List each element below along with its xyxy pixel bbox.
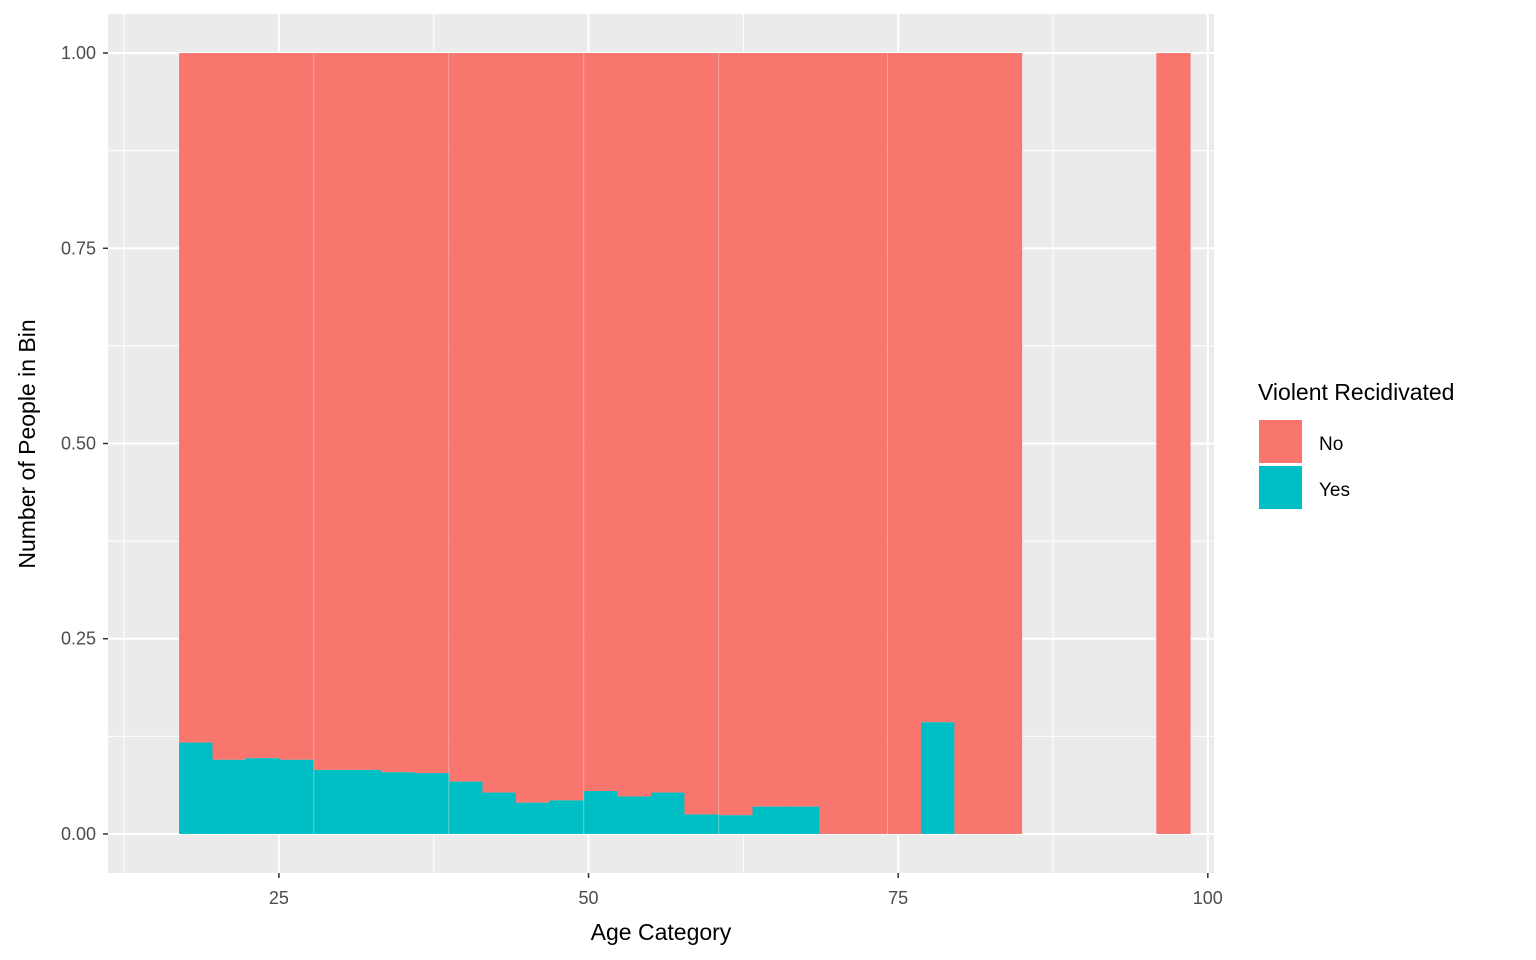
bar-yes (684, 814, 719, 834)
bar-no (752, 53, 787, 807)
legend-label-yes: Yes (1319, 480, 1350, 501)
bar-yes (617, 796, 652, 834)
bar-yes (785, 806, 821, 834)
bar-no (819, 53, 854, 834)
bar-no (852, 53, 888, 834)
bar-no (785, 53, 821, 807)
bar-no (719, 53, 754, 816)
bar-yes (314, 769, 349, 834)
bar-no (449, 53, 484, 782)
bar-no (887, 53, 922, 834)
legend: Violent Recidivated No Yes (1258, 379, 1454, 509)
bar-no (987, 53, 1023, 834)
x-tick-label: 25 (269, 888, 289, 908)
bar-no (482, 53, 517, 793)
bar-yes (179, 742, 214, 834)
bar-no (920, 53, 956, 723)
bar-no (954, 53, 989, 834)
bar-no (549, 53, 584, 801)
x-axis-title: Age Category (591, 919, 732, 945)
y-axis-ticks: 0.00 0.25 0.50 0.75 1.00 (61, 43, 108, 844)
bar-no (650, 53, 686, 793)
legend-label-no: No (1319, 434, 1343, 455)
x-tick-label: 50 (579, 888, 599, 908)
x-tick-label: 75 (888, 888, 908, 908)
bar-no (245, 53, 281, 759)
bar-yes (650, 792, 686, 834)
bar-no (380, 53, 416, 773)
legend-key-yes (1259, 466, 1302, 509)
bar-yes (380, 772, 416, 834)
bars (179, 53, 1191, 834)
bar-yes (752, 806, 787, 834)
bar-yes (515, 802, 551, 834)
bar-yes (482, 792, 517, 834)
bar-no (515, 53, 551, 803)
bar-yes (584, 791, 619, 834)
x-tick-label: 100 (1193, 888, 1223, 908)
bar-yes (347, 769, 382, 834)
bar-yes (245, 758, 281, 834)
legend-title: Violent Recidivated (1258, 379, 1454, 405)
legend-key-no (1259, 420, 1302, 463)
bar-no (179, 53, 214, 743)
bar-yes (279, 759, 314, 834)
y-tick-label: 0.50 (61, 434, 96, 454)
bar-yes (549, 800, 584, 834)
bar-yes (719, 815, 754, 834)
bar-no (414, 53, 449, 774)
bar-no (1156, 53, 1191, 834)
y-axis-title: Number of People in Bin (14, 319, 40, 568)
bar-no (684, 53, 719, 815)
y-tick-label: 1.00 (61, 43, 96, 63)
bar-no (279, 53, 314, 760)
bar-no (617, 53, 652, 797)
y-tick-label: 0.25 (61, 629, 96, 649)
bar-yes (920, 722, 956, 834)
bar-yes (414, 773, 449, 834)
bar-no (314, 53, 349, 770)
bar-no (212, 53, 247, 760)
bar-no (584, 53, 619, 792)
bar-yes (449, 781, 484, 834)
y-tick-label: 0.75 (61, 238, 96, 258)
bar-no (347, 53, 382, 770)
y-tick-label: 0.00 (61, 824, 96, 844)
x-axis-ticks: 25 50 75 100 (269, 873, 1223, 908)
bar-yes (212, 759, 247, 834)
